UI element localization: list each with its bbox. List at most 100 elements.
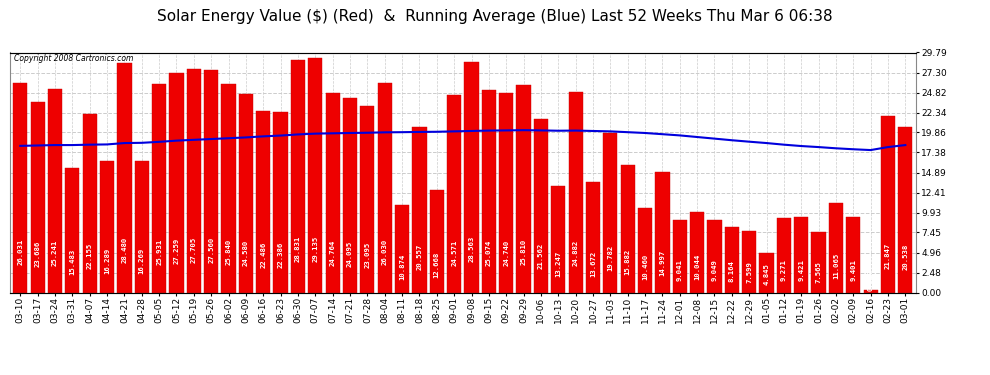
Text: 22.486: 22.486 xyxy=(260,242,266,268)
Text: 9.049: 9.049 xyxy=(712,260,718,281)
Bar xyxy=(812,231,826,292)
Bar xyxy=(239,94,253,292)
Text: Solar Energy Value ($) (Red)  &  Running Average (Blue) Last 52 Weeks Thu Mar 6 : Solar Energy Value ($) (Red) & Running A… xyxy=(157,9,833,24)
Text: 10.460: 10.460 xyxy=(643,254,648,280)
Bar xyxy=(638,208,652,292)
Bar xyxy=(135,161,148,292)
Text: 0.317: 0.317 xyxy=(867,269,873,291)
Bar xyxy=(603,133,618,292)
Text: 25.840: 25.840 xyxy=(226,239,232,265)
Text: 19.782: 19.782 xyxy=(607,245,614,271)
Bar xyxy=(517,85,531,292)
Bar xyxy=(187,69,201,292)
Text: 24.764: 24.764 xyxy=(330,240,336,266)
Bar xyxy=(118,63,132,292)
Text: 16.269: 16.269 xyxy=(139,248,145,274)
Bar xyxy=(343,98,357,292)
Bar xyxy=(377,83,392,292)
Text: 23.095: 23.095 xyxy=(364,242,370,268)
Bar xyxy=(360,106,374,292)
Bar xyxy=(204,70,219,292)
Text: 9.421: 9.421 xyxy=(798,259,804,281)
Text: 20.557: 20.557 xyxy=(417,244,423,270)
Bar xyxy=(586,182,600,292)
Text: 20.538: 20.538 xyxy=(902,244,909,270)
Bar xyxy=(568,92,583,292)
Text: 24.095: 24.095 xyxy=(347,240,353,267)
Text: 27.259: 27.259 xyxy=(173,237,179,264)
Bar xyxy=(898,127,913,292)
Bar xyxy=(464,62,478,292)
Bar xyxy=(48,89,62,292)
Bar xyxy=(291,60,305,292)
Text: 14.997: 14.997 xyxy=(659,249,665,276)
Text: 29.135: 29.135 xyxy=(312,236,319,262)
Bar xyxy=(829,203,843,292)
Text: 24.580: 24.580 xyxy=(243,240,248,266)
Bar xyxy=(100,161,114,292)
Bar xyxy=(655,172,669,292)
Bar xyxy=(430,190,444,292)
Bar xyxy=(707,220,722,292)
Bar xyxy=(846,217,860,292)
Text: 25.241: 25.241 xyxy=(52,239,58,266)
Bar xyxy=(412,127,427,292)
Text: 25.931: 25.931 xyxy=(156,239,162,265)
Bar xyxy=(759,254,773,292)
Text: 24.882: 24.882 xyxy=(572,240,578,266)
Text: 9.041: 9.041 xyxy=(677,260,683,281)
Text: 22.155: 22.155 xyxy=(87,242,93,268)
Text: 8.164: 8.164 xyxy=(729,260,735,282)
Bar xyxy=(621,165,635,292)
Bar xyxy=(395,205,409,292)
Bar xyxy=(777,218,791,292)
Bar xyxy=(31,102,45,292)
Text: 21.847: 21.847 xyxy=(885,243,891,269)
Text: 28.563: 28.563 xyxy=(468,236,474,262)
Text: 15.882: 15.882 xyxy=(625,249,631,275)
Text: 9.401: 9.401 xyxy=(850,259,856,281)
Bar xyxy=(169,73,183,292)
Text: 13.247: 13.247 xyxy=(555,251,561,277)
Bar xyxy=(742,231,756,292)
Text: 26.031: 26.031 xyxy=(17,238,24,265)
Bar xyxy=(672,220,687,292)
Bar xyxy=(326,93,340,292)
Text: Copyright 2008 Cartronics.com: Copyright 2008 Cartronics.com xyxy=(15,54,134,63)
Text: 9.271: 9.271 xyxy=(781,259,787,281)
Bar xyxy=(13,83,28,292)
Bar xyxy=(482,90,496,292)
Bar xyxy=(690,211,704,292)
Text: 24.740: 24.740 xyxy=(503,240,509,266)
Text: 27.705: 27.705 xyxy=(191,237,197,263)
Text: 10.874: 10.874 xyxy=(399,254,405,280)
Bar xyxy=(725,227,739,292)
Bar xyxy=(551,186,565,292)
Text: 28.480: 28.480 xyxy=(122,236,128,262)
Bar xyxy=(152,84,166,292)
Text: 24.571: 24.571 xyxy=(451,240,457,266)
Text: 10.044: 10.044 xyxy=(694,254,700,280)
Text: 16.289: 16.289 xyxy=(104,248,110,274)
Text: 22.386: 22.386 xyxy=(277,242,283,268)
Text: 15.483: 15.483 xyxy=(69,249,75,275)
Text: 28.831: 28.831 xyxy=(295,236,301,262)
Bar xyxy=(881,117,895,292)
Bar xyxy=(863,290,878,292)
Bar xyxy=(534,119,548,292)
Bar xyxy=(273,112,288,292)
Bar xyxy=(222,84,236,292)
Text: 11.065: 11.065 xyxy=(833,253,839,279)
Text: 23.686: 23.686 xyxy=(35,241,41,267)
Text: 27.560: 27.560 xyxy=(208,237,214,264)
Text: 26.030: 26.030 xyxy=(382,238,388,265)
Text: 21.562: 21.562 xyxy=(538,243,544,269)
Bar xyxy=(65,168,79,292)
Bar xyxy=(308,58,323,292)
Text: 13.672: 13.672 xyxy=(590,251,596,277)
Text: 4.845: 4.845 xyxy=(763,264,769,285)
Text: 7.565: 7.565 xyxy=(816,261,822,283)
Bar xyxy=(794,217,808,292)
Text: 7.599: 7.599 xyxy=(746,261,752,283)
Bar xyxy=(82,114,97,292)
